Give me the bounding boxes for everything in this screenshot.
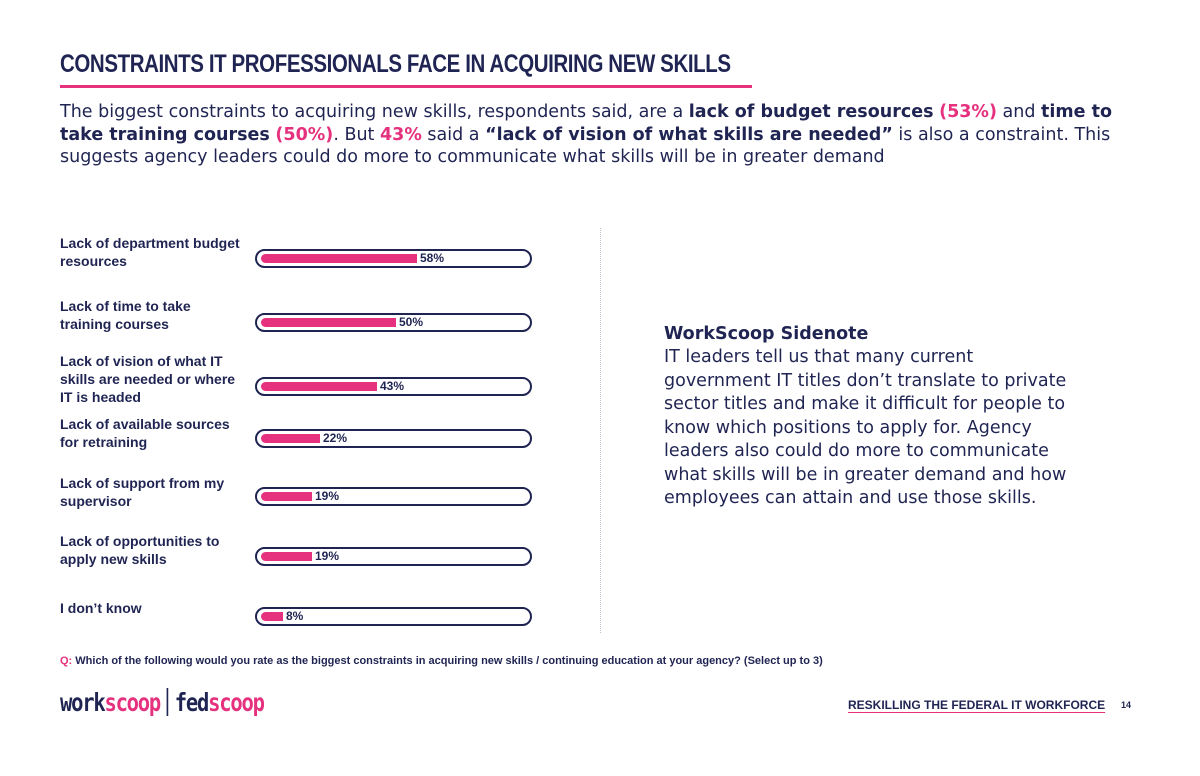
column-divider (600, 228, 601, 633)
bar-category-label: I don’t know (60, 600, 142, 616)
report-title-link[interactable]: RESKILLING THE FEDERAL IT WORKFORCE (848, 698, 1106, 712)
workscoop-fedscoop-logo: workscoop fedscoop (60, 688, 265, 717)
bar (261, 552, 312, 561)
logo-work: work (60, 688, 106, 717)
logo-separator (166, 688, 169, 716)
constraints-bar-chart: Lack of department budget resources 58% La… (0, 0, 600, 650)
intro-pct-vision: 43% (379, 124, 422, 145)
intro-text-2: and (996, 102, 1042, 122)
bar-category-label: Lack of opportunities to apply new skill… (60, 533, 220, 567)
bar-value-label: 19% (315, 489, 340, 503)
bar-track: 8% (255, 607, 532, 626)
intro-text-3: . But (333, 124, 380, 145)
bar-value-label: 22% (323, 431, 348, 445)
intro-paragraph: The biggest constraints to acquiring new… (60, 101, 1150, 169)
intro-text-5: is also a constraint. This suggests agen… (60, 124, 1111, 168)
bar-track: 43% (255, 377, 532, 396)
sidenote-body: IT leaders tell us that many current gov… (664, 347, 1067, 508)
bar-value-label: 58% (420, 251, 445, 265)
bar (261, 434, 320, 443)
bar-track: 19% (255, 487, 532, 506)
bar (261, 254, 417, 263)
logo-fed: fed (174, 688, 210, 717)
bar-track: 58% (255, 249, 532, 268)
bar-track: 19% (255, 547, 532, 566)
bar-track: 50% (255, 313, 532, 332)
intro-text-1: The biggest constraints to acquiring new… (60, 102, 689, 122)
bar-category-label: Lack of available sources for retraining (60, 416, 230, 450)
intro-pct-budget: (53%) (939, 102, 997, 122)
bar-value-label: 8% (286, 609, 304, 623)
page-number: 14 (1121, 700, 1132, 710)
logo-fed-scoop: scoop (208, 688, 265, 717)
intro-bold-budget: lack of budget resources (688, 102, 934, 122)
page-title: CONSTRAINTS IT PROFESSIONALS FACE IN ACQ… (60, 50, 731, 78)
intro-pct-time: (50%) (275, 124, 334, 145)
logo-work-scoop: scoop (104, 688, 161, 717)
intro-bold-time: time to take training courses (60, 102, 1112, 145)
bar (261, 492, 312, 501)
question-prefix: Q: (60, 655, 73, 667)
bar (261, 612, 283, 621)
bar-category-label: Lack of vision of what IT skills are nee… (60, 353, 236, 405)
bar (261, 318, 396, 327)
sidenote: WorkScoop Sidenote IT leaders tell us th… (664, 323, 1084, 511)
bar (261, 382, 377, 391)
intro-text-4: said a (421, 124, 486, 145)
bar-value-label: 19% (315, 549, 340, 563)
bar-value-label: 50% (399, 315, 424, 329)
title-underline (60, 85, 752, 88)
survey-question: Q: Which of the following would you rate… (60, 654, 823, 668)
sidenote-heading: WorkScoop Sidenote (664, 324, 869, 344)
bar-category-label: Lack of support from my supervisor (60, 475, 225, 509)
bar-category-label: Lack of department budget resources (60, 235, 240, 269)
intro-bold-vision: “lack of vision of what skills are neede… (485, 124, 893, 145)
bar-track: 22% (255, 429, 532, 448)
question-text: Which of the following would you rate as… (72, 655, 823, 667)
bar-value-label: 43% (380, 379, 405, 393)
bar-category-label: Lack of time to take training courses (60, 298, 191, 332)
